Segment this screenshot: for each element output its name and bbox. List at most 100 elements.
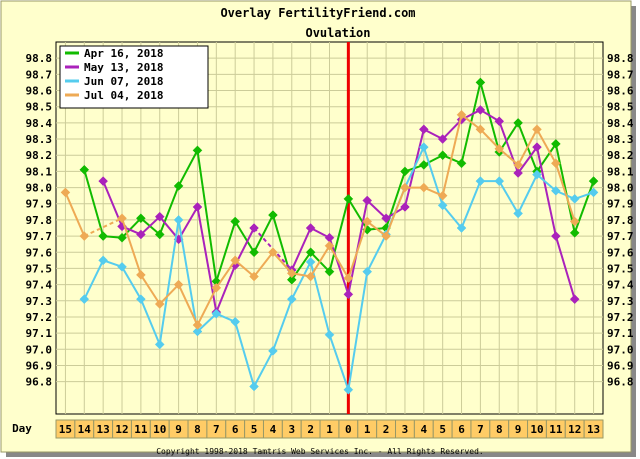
series-line-segment <box>158 185 180 235</box>
y-tick-label-right: 98.0 <box>607 182 634 195</box>
y-tick-label-right: 98.5 <box>607 101 634 114</box>
data-point <box>211 308 222 319</box>
data-point <box>437 190 448 201</box>
data-point <box>437 134 448 144</box>
data-point <box>400 166 410 177</box>
y-tick-label-left: 97.4 <box>26 279 53 292</box>
series-line-segment <box>385 187 406 237</box>
series-line-segment <box>253 214 274 253</box>
data-point <box>136 270 146 280</box>
data-point <box>230 316 241 327</box>
series-line-segment <box>272 251 293 274</box>
series-line-segment <box>196 287 218 326</box>
x-tick-label: 7 <box>477 423 484 436</box>
data-point <box>343 289 354 300</box>
series-line-segment <box>347 271 369 390</box>
legend-label: Jul 04, 2018 <box>84 89 163 102</box>
data-point <box>475 176 486 186</box>
x-tick-label: 3 <box>402 423 409 436</box>
x-tick-label: 12 <box>115 423 128 436</box>
x-tick-label: 13 <box>587 423 600 436</box>
data-point <box>173 181 184 191</box>
data-point <box>98 255 109 266</box>
data-point <box>192 326 203 337</box>
data-point <box>475 77 486 88</box>
series-line-segment <box>328 245 350 279</box>
data-point <box>268 346 278 356</box>
y-tick-label-right: 97.1 <box>607 327 634 340</box>
data-point <box>79 231 90 241</box>
x-tick-label: 10 <box>530 423 543 436</box>
data-point <box>230 255 241 266</box>
x-tick-label: 5 <box>251 423 258 436</box>
data-point <box>569 294 580 305</box>
y-tick-label-left: 96.9 <box>26 359 53 372</box>
series-line-segment <box>234 259 255 278</box>
data-point <box>513 208 523 219</box>
data-point <box>475 124 486 135</box>
y-tick-label-right: 97.7 <box>607 230 634 243</box>
data-point <box>343 273 354 283</box>
chart-subtitle: Ovulation <box>305 26 370 40</box>
data-point <box>98 176 109 186</box>
series-line-segment <box>554 143 576 234</box>
data-point <box>305 257 316 267</box>
series-line-segment <box>479 128 500 150</box>
series-line-segment <box>121 217 142 239</box>
legend-label: Apr 16, 2018 <box>84 47 163 60</box>
data-point <box>324 329 335 340</box>
series-line-segment <box>328 198 350 272</box>
data-point <box>475 105 486 115</box>
x-tick-label: 7 <box>213 423 220 436</box>
legend-label: May 13, 2018 <box>84 61 163 74</box>
series-line-segment <box>460 180 482 229</box>
y-tick-label-left: 98.6 <box>26 85 53 98</box>
x-tick-label: 2 <box>383 423 390 436</box>
data-point <box>249 271 259 282</box>
data-point <box>343 194 354 204</box>
series-line-segment <box>309 261 331 335</box>
y-tick-label-left: 97.5 <box>26 262 53 275</box>
data-point <box>249 223 259 233</box>
data-point <box>400 202 410 212</box>
data-point <box>286 294 297 305</box>
series-line-segment <box>271 298 293 352</box>
y-tick-label-left: 98.0 <box>26 182 53 195</box>
data-point <box>249 381 259 392</box>
data-point <box>418 124 429 135</box>
series-line-segment <box>140 215 161 236</box>
series-line-segment <box>536 128 557 164</box>
x-tick-label: 10 <box>153 423 166 436</box>
x-tick-label: 3 <box>288 423 295 436</box>
y-tick-label-left: 97.1 <box>26 327 53 340</box>
series-line-segment <box>441 204 463 229</box>
y-tick-label-right: 97.4 <box>607 279 634 292</box>
data-point <box>79 164 90 175</box>
data-point <box>588 187 599 198</box>
y-tick-label-right: 98.6 <box>607 85 634 98</box>
data-point <box>268 247 278 258</box>
x-tick-label: 1 <box>326 423 333 436</box>
y-tick-label-right: 97.3 <box>607 295 634 308</box>
x-tick-label: 8 <box>194 423 201 436</box>
y-tick-label-left: 97.2 <box>26 311 53 324</box>
y-tick-label-right: 98.7 <box>607 68 634 81</box>
series-line-segment <box>517 146 538 174</box>
data-point <box>305 223 316 233</box>
series-line-segment <box>347 198 369 231</box>
data-point <box>418 142 429 152</box>
data-point <box>249 247 259 258</box>
series-line-segment <box>347 221 369 279</box>
data-point <box>494 116 505 127</box>
y-tick-label-right: 98.8 <box>607 52 634 65</box>
data-point <box>494 176 505 186</box>
data-point <box>154 211 165 222</box>
x-tick-label: 1 <box>364 423 371 436</box>
x-tick-label: 6 <box>232 423 239 436</box>
copyright-text: Copyright 1998-2018 Tamtris Web Services… <box>156 447 484 456</box>
data-point <box>494 143 505 154</box>
data-point <box>230 216 241 227</box>
y-tick-label-left: 96.8 <box>26 376 53 389</box>
y-tick-label-left: 98.4 <box>26 117 53 130</box>
